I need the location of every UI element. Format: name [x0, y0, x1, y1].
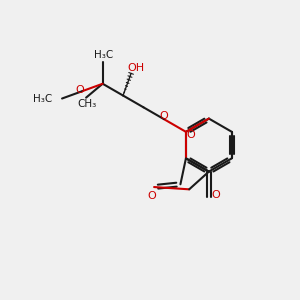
Text: O: O — [148, 191, 157, 201]
Text: H₃C: H₃C — [33, 94, 52, 103]
Text: H₃C: H₃C — [94, 50, 113, 60]
Text: O: O — [75, 85, 84, 95]
Text: O: O — [212, 190, 220, 200]
Text: O: O — [187, 130, 195, 140]
Text: CH₃: CH₃ — [77, 100, 97, 110]
Text: OH: OH — [128, 62, 145, 73]
Text: O: O — [160, 111, 168, 121]
